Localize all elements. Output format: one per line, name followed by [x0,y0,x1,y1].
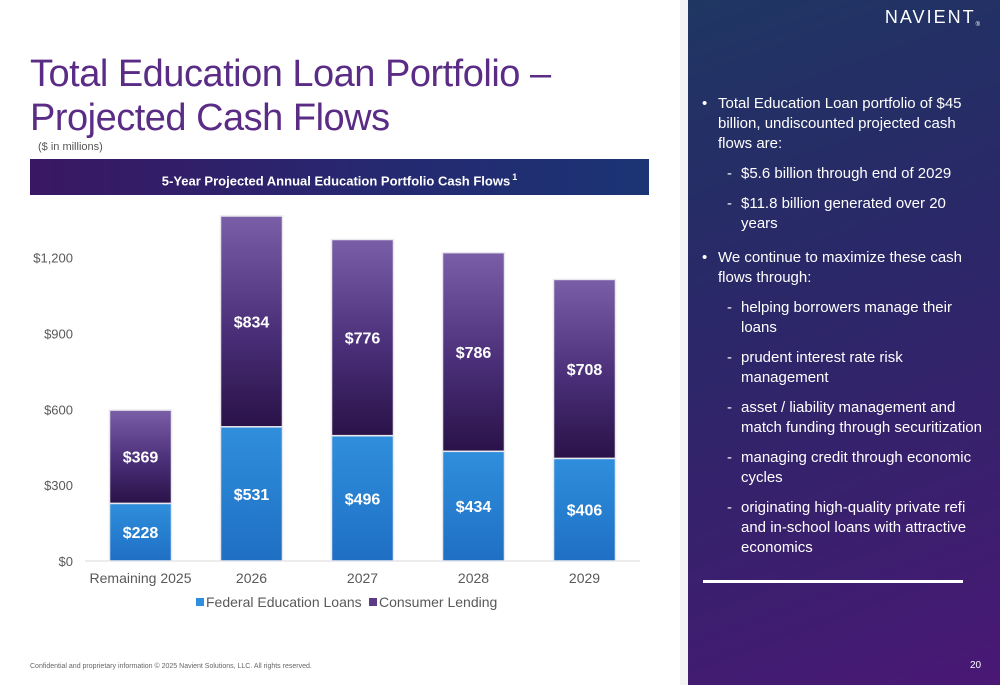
y-tick-label: $900 [44,327,73,342]
sub-bullet-item: originating high-quality private refi an… [700,498,985,558]
panel-rule [703,580,963,583]
sub-bullet-item: asset / liability management and match f… [700,398,985,438]
sub-bullet-item: $5.6 billion through end of 2029 [700,164,985,184]
bar-value-label: $776 [345,331,381,348]
x-tick-label: 2029 [569,570,600,586]
bar-value-label: $708 [567,362,603,379]
bar-value-label: $228 [123,525,159,542]
logo-mark: ® [975,22,980,28]
legend-swatch [196,598,204,606]
logo-text: NAVIENT [884,7,976,27]
navient-logo: NAVIENT® [885,7,980,28]
sub-bullet-item: helping borrowers manage their loans [700,298,985,338]
y-tick-label: $1,200 [33,251,73,266]
bar-consumer-lending [552,278,617,460]
x-tick-label: 2026 [236,570,267,586]
stacked-bar-chart: $0 $300 $600 $900 $1,200 $228 $369 Remaining 20… [33,215,640,610]
legend-label: Consumer Lending [379,594,497,610]
bullet-list: Total Education Loan portfolio of $45 bi… [700,94,985,558]
bar-value-label: $496 [345,491,381,508]
bar-value-label: $834 [234,314,270,331]
bar-value-label: $786 [456,345,492,362]
bar-consumer-lending [330,238,395,437]
bullet-item: Total Education Loan portfolio of $45 bi… [700,94,985,154]
bar-federal-education-loans [330,434,395,562]
y-tick-label: $0 [59,554,73,569]
legend-label: Federal Education Loans [206,594,362,610]
bar-value-label: $434 [456,499,492,516]
legend-swatch [369,598,377,606]
sub-bullet-item: managing credit through economic cycles [700,448,985,488]
chart-banner-title: 5-Year Projected Annual Education Portfo… [161,173,511,189]
y-tick-label: $600 [44,402,73,417]
bullet-item: We continue to maximize these cash flows… [700,248,985,288]
chart-banner: 5-Year Projected Annual Education Portfo… [30,159,649,195]
sub-bullet-item: prudent interest rate risk management [700,348,985,388]
bar-federal-education-loans [108,502,173,562]
chart-banner-footnote: 1 [512,172,518,182]
x-tick-label: Remaining 2025 [90,570,192,586]
sub-bullet-item: $11.8 billion generated over 20 years [700,194,985,234]
bar-value-label: $406 [567,503,603,520]
bar-value-label: $531 [234,487,270,504]
page-title: Total Education Loan Portfolio – Project… [30,53,551,139]
bar-federal-education-loans [441,450,506,562]
bar-consumer-lending [219,215,284,428]
page-number: 20 [970,660,982,671]
x-tick-label: 2028 [458,570,489,586]
panel-divider [680,0,688,685]
footer-disclaimer: Confidential and proprietary information… [30,663,312,670]
x-tick-label: 2027 [347,570,378,586]
bar-federal-education-loans [552,457,617,562]
bar-value-label: $369 [123,450,159,467]
bar-consumer-lending [441,251,506,453]
y-tick-label: $300 [44,478,73,493]
units-note: ($ in millions) [38,141,103,153]
bar-consumer-lending [108,409,173,505]
